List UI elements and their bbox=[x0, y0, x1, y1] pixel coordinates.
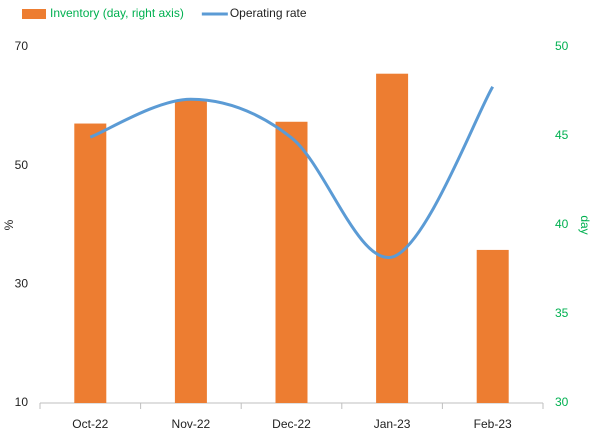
x-tick-label: Feb-23 bbox=[474, 417, 512, 431]
x-tick-label: Jan-23 bbox=[374, 417, 411, 431]
bar bbox=[74, 123, 107, 403]
y2-axis-label: day bbox=[578, 215, 592, 234]
y-tick-label: 10 bbox=[15, 395, 29, 409]
y-axis-label: % bbox=[2, 219, 16, 230]
x-tick-label: Dec-22 bbox=[272, 417, 311, 431]
y2-tick-label: 35 bbox=[555, 306, 569, 320]
legend-swatch bbox=[22, 9, 46, 19]
y2-tick-label: 40 bbox=[555, 217, 569, 231]
legend-label: Operating rate bbox=[230, 6, 307, 20]
bar bbox=[275, 121, 308, 403]
x-tick-label: Oct-22 bbox=[72, 417, 108, 431]
bar bbox=[174, 100, 207, 404]
y-tick-label: 50 bbox=[15, 158, 29, 172]
line bbox=[89, 85, 494, 259]
x-tick-label: Nov-22 bbox=[172, 417, 211, 431]
bar bbox=[376, 73, 409, 403]
y2-tick-label: 45 bbox=[555, 128, 569, 142]
y-tick-label: 70 bbox=[15, 39, 29, 53]
y2-tick-label: 50 bbox=[555, 39, 569, 53]
y-tick-label: 30 bbox=[15, 277, 29, 291]
legend-label: Inventory (day, right axis) bbox=[50, 6, 184, 20]
y2-tick-label: 30 bbox=[555, 395, 569, 409]
bar bbox=[476, 249, 509, 403]
